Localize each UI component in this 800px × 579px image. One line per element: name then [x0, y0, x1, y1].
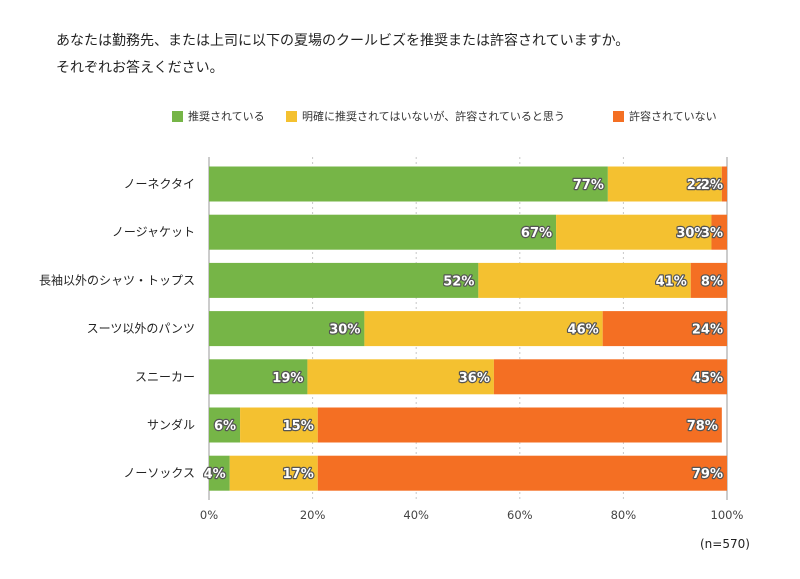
data-label: 15%	[283, 419, 314, 434]
x-tick-label: 20%	[300, 508, 326, 522]
category-label: ノーソックス	[123, 466, 195, 480]
x-tick-label: 100%	[711, 508, 744, 522]
category-label: スニーカー	[135, 370, 195, 384]
chart-legend: 推奨されている 明確に推奨されてはいないが、許容されていると思う 許容されていな…	[0, 106, 800, 126]
bar-segment	[209, 407, 241, 443]
category-label: ノージャケット	[112, 225, 195, 239]
data-label: 77%	[573, 178, 604, 193]
data-label: 36%	[459, 371, 490, 386]
bar-segment	[307, 359, 494, 395]
data-label: 78%	[687, 419, 718, 434]
bar-segment	[317, 455, 727, 491]
legend-label-tolerated: 明確に推奨されてはいないが、許容されていると思う	[302, 110, 565, 123]
bar-segment	[229, 455, 318, 491]
data-label: 24%	[692, 323, 723, 338]
data-label: 22%	[687, 178, 718, 193]
bar-segment	[209, 359, 308, 395]
data-label: 67%	[521, 226, 552, 241]
x-tick-label: 60%	[507, 508, 533, 522]
category-label: スーツ以外のパンツ	[87, 322, 195, 336]
legend-item-not-allowed: 許容されていない	[613, 106, 717, 126]
data-label: 4%	[204, 467, 226, 482]
data-label: 79%	[692, 467, 723, 482]
category-label: ノーネクタイ	[123, 177, 195, 191]
sample-size-note: (n=570)	[700, 537, 750, 551]
legend-label-recommended: 推奨されている	[188, 110, 265, 123]
question-line-2: それぞれお答えください。	[56, 60, 224, 76]
bar-segment	[711, 214, 727, 250]
legend-swatch-tolerated	[286, 110, 297, 122]
bar-segment	[209, 311, 365, 347]
bar-segment	[209, 455, 230, 491]
data-label: 3%	[701, 226, 723, 241]
question-line-1: あなたは勤務先、または上司に以下の夏場のクールビズを推奨または許容されていますか…	[56, 33, 630, 49]
data-label: 6%	[214, 419, 236, 434]
bar-segment	[317, 407, 722, 443]
legend-item-tolerated: 明確に推奨されてはいないが、許容されていると思う	[286, 106, 565, 126]
bar-segment	[493, 359, 727, 395]
data-label: 30%	[676, 226, 707, 241]
bar-segment	[478, 262, 691, 298]
bar-segment	[607, 166, 722, 202]
question-text: あなたは勤務先、または上司に以下の夏場のクールビズを推奨または許容されていますか…	[56, 28, 776, 82]
legend-item-recommended: 推奨されている	[172, 106, 265, 126]
bar-segment	[209, 166, 608, 202]
bar-segment	[209, 262, 479, 298]
data-label: 41%	[656, 274, 687, 289]
bar-segment	[556, 214, 712, 250]
x-tick-label: 40%	[403, 508, 429, 522]
bar-segment	[364, 311, 603, 347]
bar-segment	[209, 214, 557, 250]
legend-swatch-not-allowed	[613, 110, 624, 122]
bar-segment	[690, 262, 727, 298]
bar-segment	[602, 311, 727, 347]
category-label: サンダル	[147, 417, 195, 432]
legend-swatch-recommended	[172, 110, 183, 122]
data-label: 17%	[283, 467, 314, 482]
data-label: 46%	[568, 323, 599, 338]
data-label: 52%	[443, 274, 474, 289]
category-label: 長袖以外のシャツ・トップス	[39, 272, 195, 287]
data-label: 30%	[329, 323, 360, 338]
data-label: 2%	[701, 178, 723, 193]
x-tick-label: 80%	[611, 508, 637, 522]
data-label: 8%	[701, 274, 723, 289]
bar-segment	[240, 407, 318, 443]
bar-segment	[721, 166, 727, 202]
legend-label-not-allowed: 許容されていない	[629, 110, 717, 123]
x-tick-label: 0%	[200, 508, 218, 522]
data-label: 45%	[692, 371, 723, 386]
data-label: 19%	[272, 371, 303, 386]
